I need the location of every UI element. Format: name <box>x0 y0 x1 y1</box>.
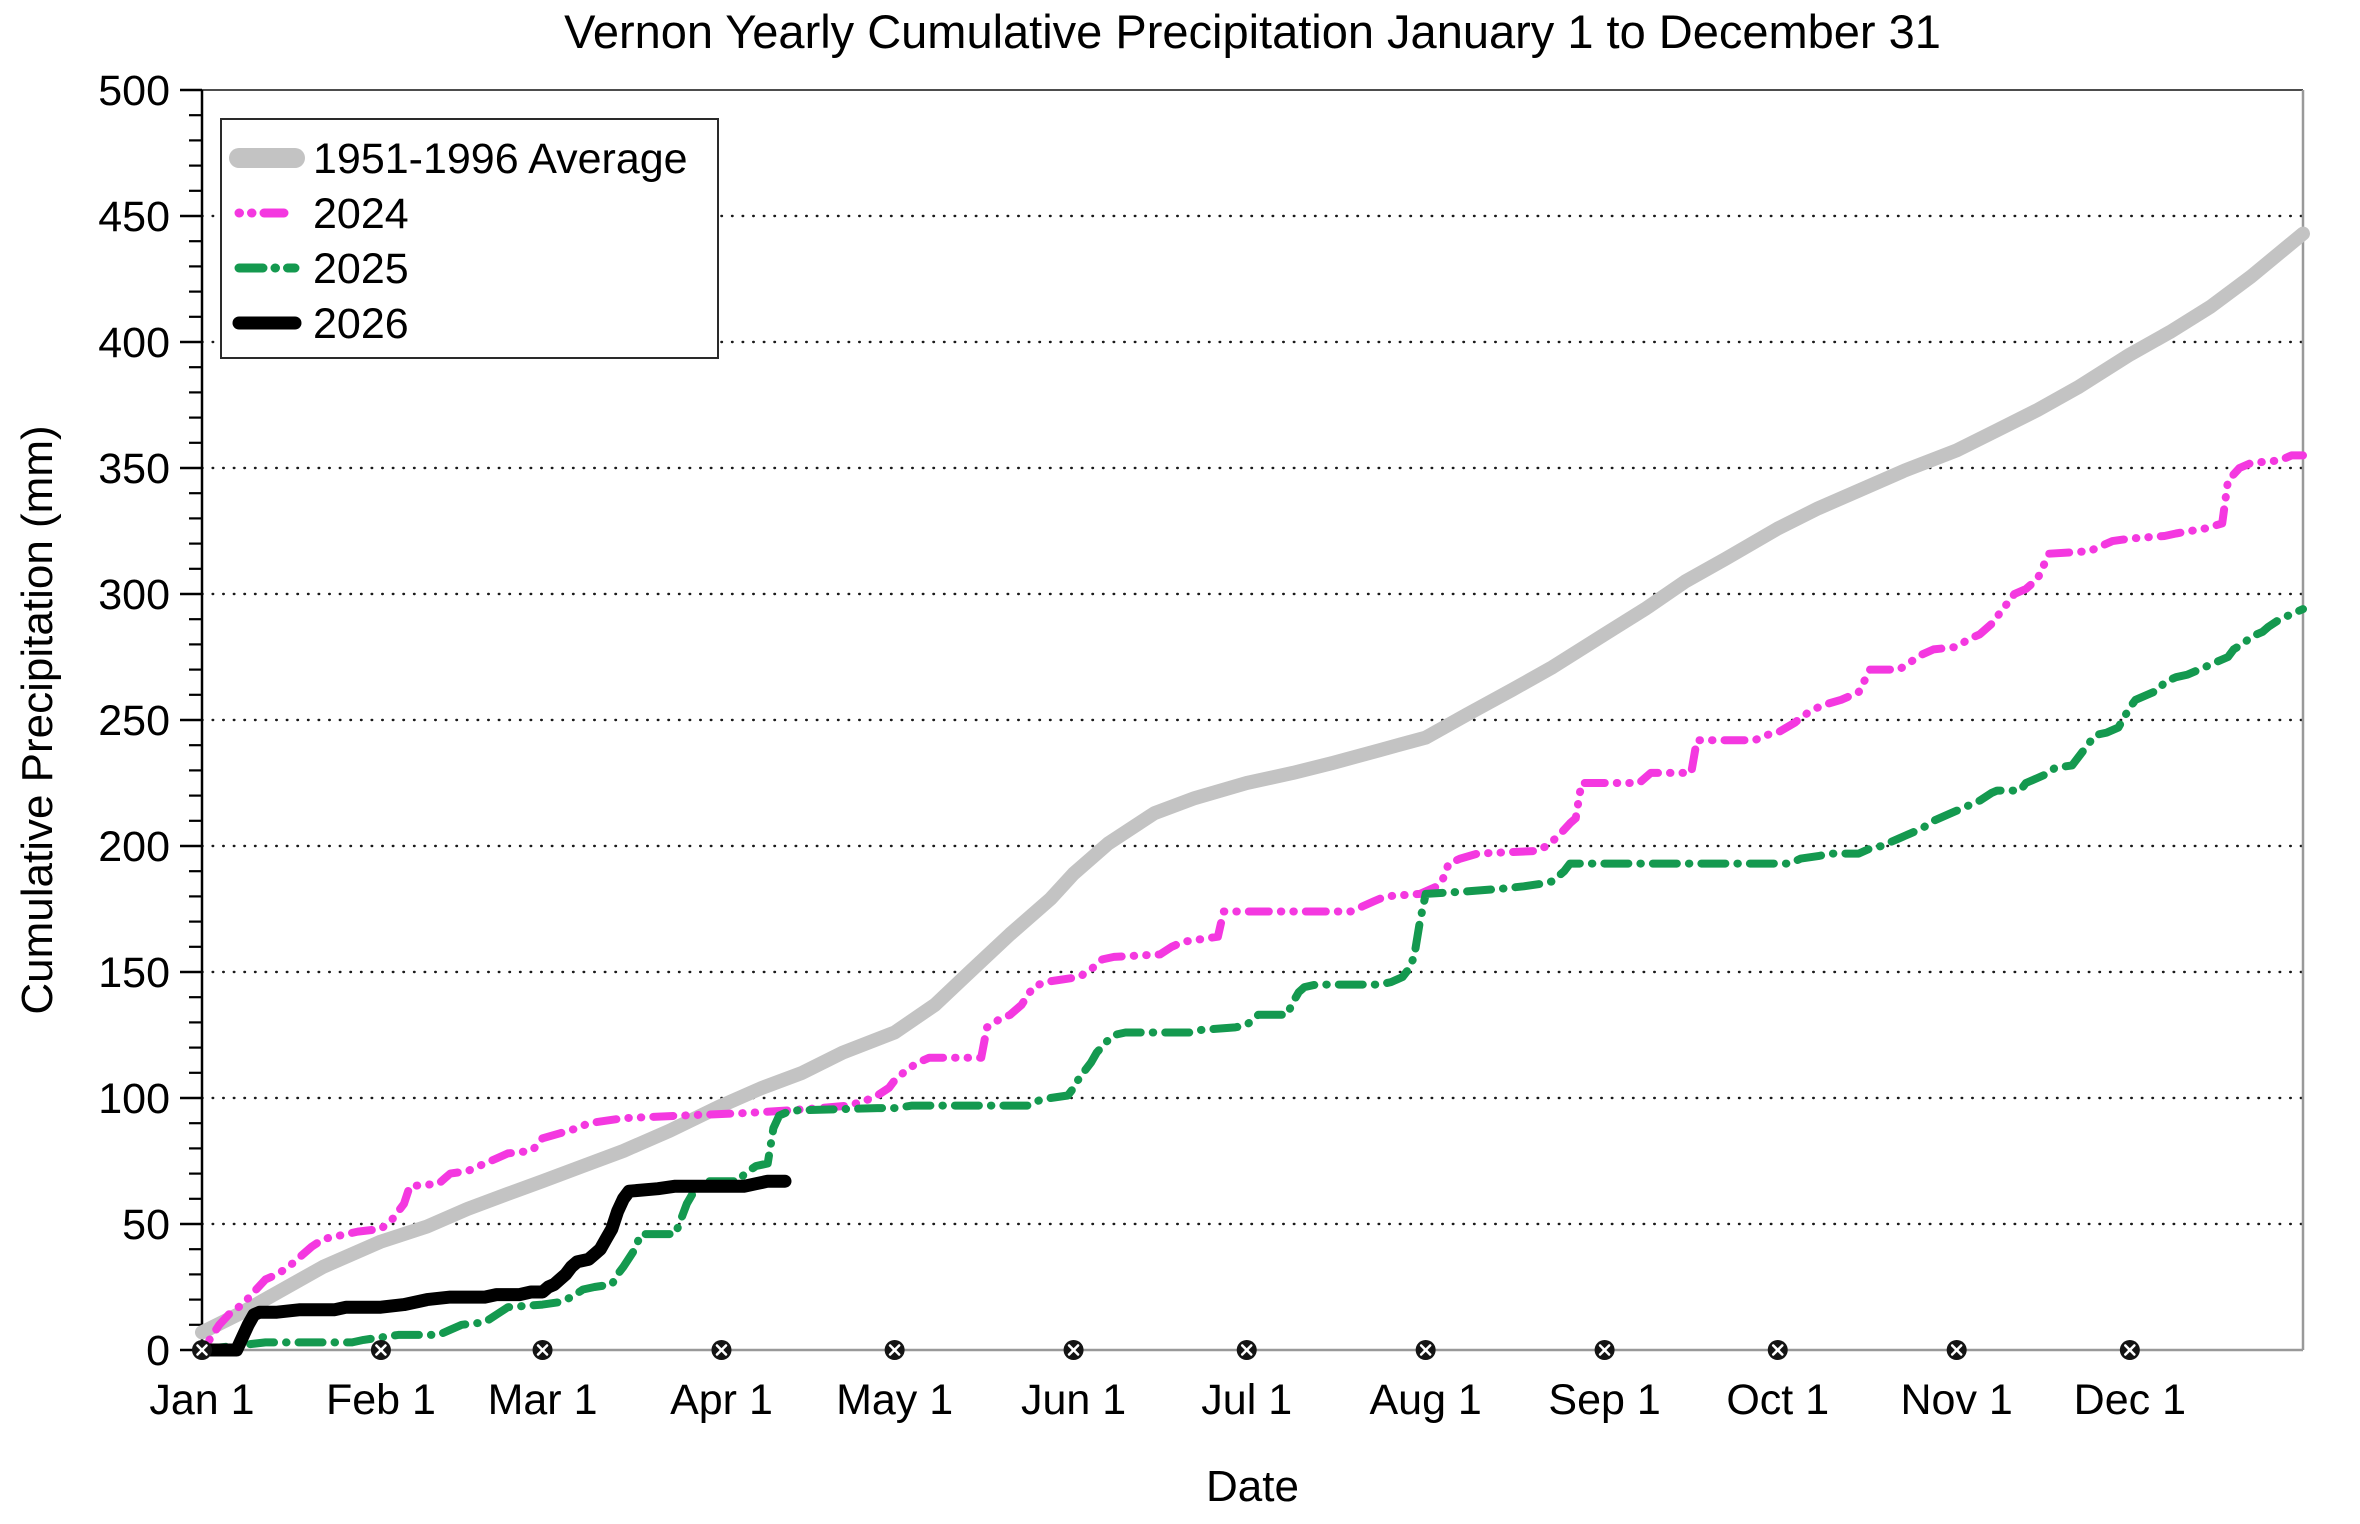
y-tick-label: 50 <box>122 1201 170 1249</box>
y-tick-label: 200 <box>98 823 170 871</box>
month-marker-icon <box>192 1340 212 1360</box>
month-marker-icon <box>1594 1340 1615 1360</box>
legend-label: 2025 <box>313 245 409 293</box>
y-tick-label: 450 <box>98 193 170 241</box>
x-axis-title: Date <box>1206 1462 1299 1511</box>
month-marker-icon <box>884 1340 905 1360</box>
x-tick-label: Mar 1 <box>488 1376 598 1424</box>
legend-label: 2024 <box>313 190 409 238</box>
month-marker-icon <box>370 1340 391 1360</box>
series-line-2024 <box>198 451 2307 1354</box>
series-line-2025 <box>198 605 2307 1354</box>
x-tick-label: Jun 1 <box>1021 1376 1126 1424</box>
y-tick-label: 250 <box>98 697 170 745</box>
y-axis-ticks <box>180 88 202 1352</box>
y-tick-label: 0 <box>146 1327 170 1375</box>
month-marker-icon <box>1767 1340 1788 1360</box>
series-line-2026 <box>195 1174 792 1357</box>
x-axis-month-markers <box>192 1340 2140 1360</box>
y-tick-label: 350 <box>98 445 170 493</box>
x-tick-label: Aug 1 <box>1369 1376 1481 1424</box>
series-line-average <box>195 226 2310 1340</box>
x-tick-label: May 1 <box>836 1376 953 1424</box>
legend-item-2026: 2026 <box>232 300 409 348</box>
x-tick-label: Jan 1 <box>149 1376 254 1424</box>
legend-item-average: 1951-1996 Average <box>229 135 688 183</box>
month-marker-icon <box>1946 1340 1967 1360</box>
legend-item-2024: 2024 <box>234 190 409 238</box>
chart-title: Vernon Yearly Cumulative Precipitation J… <box>564 5 1941 58</box>
x-tick-label: Apr 1 <box>670 1376 773 1424</box>
legend-label: 1951-1996 Average <box>313 135 688 183</box>
y-tick-label: 500 <box>98 67 170 115</box>
month-marker-icon <box>2119 1340 2140 1360</box>
x-tick-labels: Jan 1 Feb 1 Mar 1 Apr 1 May 1 Jun 1 Jul 1 Aug 1… <box>149 1376 2186 1424</box>
y-tick-labels: 0 50 100 150 200 250 300 350 400 450 500 <box>98 67 170 1375</box>
x-tick-label: Nov 1 <box>1901 1376 2013 1424</box>
month-marker-icon <box>1236 1340 1257 1360</box>
legend-label: 2026 <box>313 300 409 348</box>
legend: 1951-1996 Average 2024 2025 2026 <box>220 118 719 359</box>
x-tick-label: Jul 1 <box>1201 1376 1292 1424</box>
gridlines <box>200 214 2305 1226</box>
y-tick-label: 300 <box>98 571 170 619</box>
y-tick-label: 400 <box>98 319 170 367</box>
x-tick-label: Dec 1 <box>2074 1376 2186 1424</box>
y-tick-label: 150 <box>98 949 170 997</box>
x-tick-label: Oct 1 <box>1726 1376 1829 1424</box>
x-tick-label: Sep 1 <box>1548 1376 1660 1424</box>
month-marker-icon <box>1415 1340 1436 1360</box>
legend-item-2025: 2025 <box>234 245 409 293</box>
month-marker-icon <box>532 1340 553 1360</box>
x-tick-label: Feb 1 <box>326 1376 436 1424</box>
month-marker-icon <box>711 1340 732 1360</box>
y-tick-label: 100 <box>98 1075 170 1123</box>
month-marker-icon <box>1063 1340 1084 1360</box>
